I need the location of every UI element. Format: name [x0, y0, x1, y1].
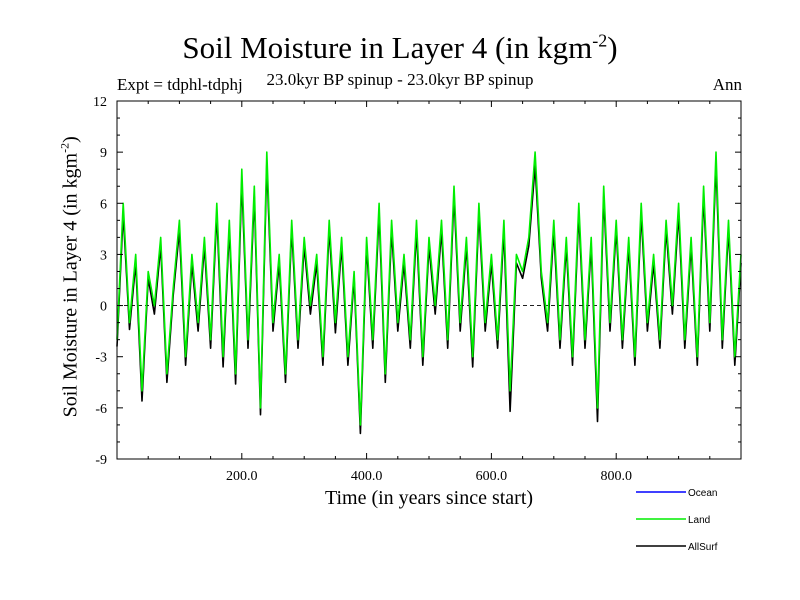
chart-title: Soil Moisture in Layer 4 (in kgm-2): [182, 30, 618, 65]
expt-label: Expt = tdphl-tdphj: [117, 75, 243, 94]
y-tick-label: 6: [100, 197, 107, 212]
y-tick-label: 0: [100, 300, 107, 315]
x-tick-label: 800.0: [600, 469, 632, 484]
y-tick-label: 9: [100, 146, 107, 161]
x-axis-label: Time (in years since start): [324, 487, 534, 509]
series-line-allsurf: [116, 163, 742, 435]
y-tick-label: 3: [100, 248, 107, 263]
legend-label-land: Land: [688, 515, 710, 526]
series-line-land: [116, 151, 742, 426]
y-tick-label: -3: [95, 351, 107, 366]
legend-label-ocean: Ocean: [688, 488, 717, 499]
legend-label-allsurf: AllSurf: [688, 542, 718, 553]
plot-frame: [116, 100, 742, 460]
chart-subtitle: 23.0kyr BP spinup - 23.0kyr BP spinup: [266, 70, 534, 89]
x-tick-label: 200.0: [226, 469, 258, 484]
season-label: Ann: [712, 75, 742, 94]
y-tick-label: -6: [95, 402, 107, 417]
y-tick-label: -9: [95, 453, 107, 468]
x-tick-label: 400.0: [351, 469, 383, 484]
x-tick-label: 600.0: [476, 469, 508, 484]
y-tick-label: 12: [93, 95, 107, 110]
